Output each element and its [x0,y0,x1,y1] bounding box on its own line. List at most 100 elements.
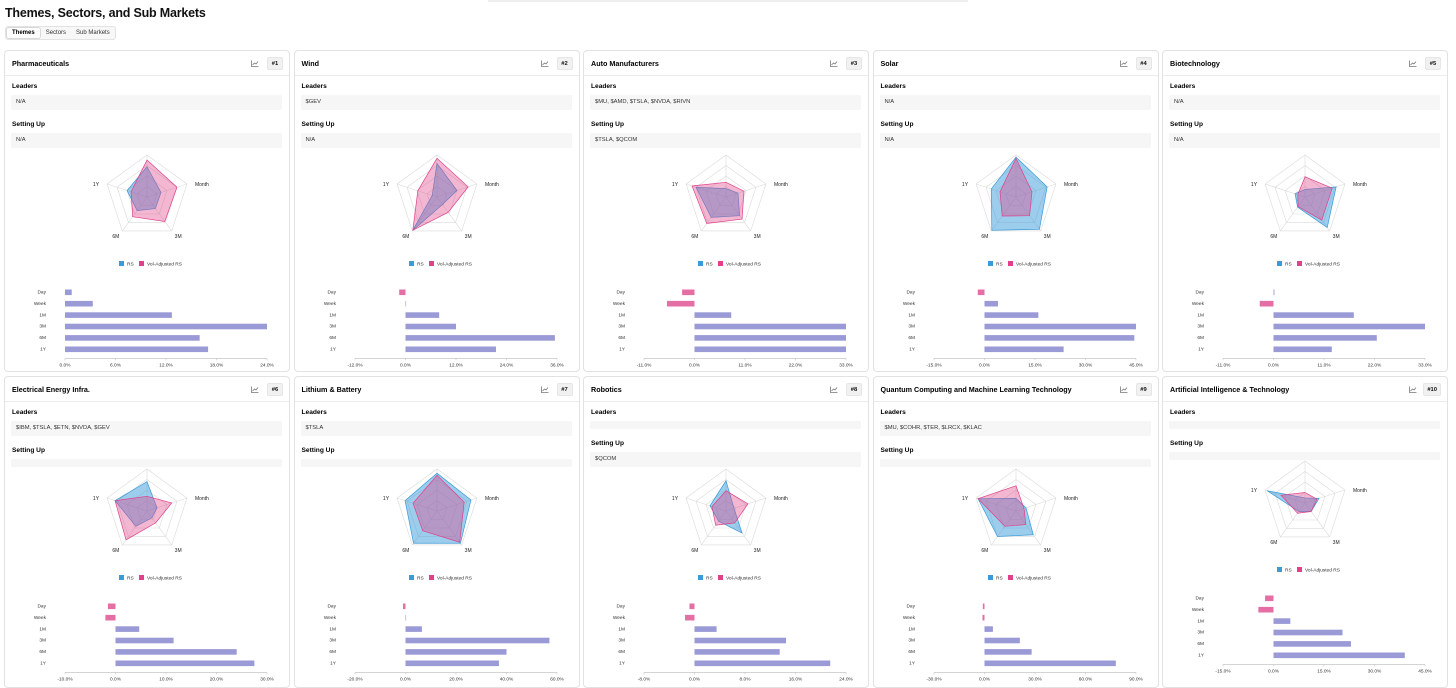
tab-sub-markets[interactable]: Sub Markets [76,30,110,36]
bar-category-label: 1M [329,626,336,632]
radar-series-rs [976,498,1034,537]
setting-up-value: $TSLA, $QCOM [590,133,861,148]
bar-category-label: 3M [1197,630,1204,636]
legend-label-vol-rs: Vol-Adjusted RS [1305,262,1340,268]
setting-up-value [300,459,572,467]
bar-category-label: Week [34,615,47,621]
bar-3m [984,323,1136,330]
bar-category-label: Week [902,301,915,307]
radar-axis-label: 1Y [1251,488,1258,494]
radar-series-vol-rs [1280,492,1318,514]
setting-up-label: Setting Up [880,121,914,128]
bar-x-tick-label: 6.0% [110,362,122,368]
card-header: Biotechnology #5 [1163,51,1447,76]
radar-axis-label: 1Y [93,496,100,502]
radar-series-vol-rs [412,474,465,543]
chart-legend: RS Vol-Adjusted RS [408,575,471,582]
leaders-value [590,421,861,429]
radar-axis-label: 3M [175,548,182,554]
legend-swatch-rs [119,261,124,266]
bar-x-tick-label: 24.0% [260,362,274,368]
bar-x-tick-label: 33.0% [1418,362,1432,368]
legend-swatch-vol-rs [1007,261,1013,266]
bar-day [982,603,984,610]
line-chart-icon[interactable] [251,386,259,393]
line-chart-icon[interactable] [830,386,838,393]
card-header: Artificial Intelligence & Technology #10 [1163,377,1447,402]
bar-1m [405,626,422,632]
radar-grid-ring [985,479,1046,537]
bar-day [689,603,695,610]
radar-chart: Week Month 3M 6M 1Y RS Vol-Adjusted RS [672,149,788,268]
radar-axis-label: 6M [981,548,988,554]
radar-axis-label: 6M [691,548,698,554]
tab-sectors[interactable]: Sectors [45,30,67,36]
radar-axis-label: 6M [1270,234,1277,240]
bar-x-tick-label: -12.0% [347,362,363,368]
theme-card: Artificial Intelligence & Technology #10 L… [1162,376,1448,688]
radar-axis-label: 1Y [961,182,968,188]
radar-axis-label: Week [1299,149,1312,151]
bar-category-label: 1Y [40,661,47,667]
radar-grid-ring [106,154,188,232]
radar-grid-ring [106,468,188,546]
leaders-value: N/A [879,95,1151,110]
radar-axis-label: 3M [1333,540,1340,546]
card-title: Pharmaceuticals [12,58,70,68]
radar-axis-label: Month [1353,488,1367,494]
tab-themes[interactable]: Themes [6,27,41,39]
legend-swatch-vol-rs [428,261,434,266]
bar-x-tick-label: 0.0% [689,676,701,682]
card-header: Wind #2 [294,51,579,76]
radar-grid-ring [695,165,757,223]
bar-chart: Day Week 1M 3M 6M 1Y -15.0% 0.0% 15.0% 30.0% 45.0% [1192,595,1433,674]
radar-series-rs [114,481,158,527]
leaders-value: N/A [11,95,282,110]
chart-legend: RS Vol-Adjusted RS [698,261,761,268]
radar-chart: Week Month 3M 6M 1Y RS Vol-Adjusted RS [1251,149,1367,268]
line-chart-icon[interactable] [1119,386,1128,393]
line-chart-icon[interactable] [540,60,549,67]
legend-label-vol-rs: Vol-Adjusted RS [1016,262,1051,268]
line-chart-icon[interactable] [1409,386,1417,393]
bar-3m [1273,323,1425,330]
bar-1m [694,312,732,318]
bar-chart: Day Week 1M 3M 6M 1Y -10.0% 0.0% 10.0% 20.0% 30.0% [34,603,275,682]
bar-3m [694,323,846,330]
radar-axis-label: Month [484,182,498,188]
legend-swatch-rs [1277,261,1282,266]
radar-axis-label: 3M [464,234,471,240]
line-chart-icon[interactable] [251,60,259,67]
radar-axis-label: Month [484,496,498,502]
bar-category-label: 1Y [1198,347,1205,353]
bar-x-tick-label: 12.0% [159,362,173,368]
bar-chart: Day Week 1M 3M 6M 1Y -12.0% 0.0% 12.0% 24.0% 36.0% [323,289,564,368]
radar-grid-ring [1274,165,1336,223]
radar-axis-label: 3M [754,234,761,240]
radar-axis-label: Week [720,463,733,465]
radar-chart: Week Month 3M 6M 1Y RS Vol-Adjusted RS [672,463,788,582]
bar-category-label: 3M [1197,324,1204,330]
bar-category-label: Day [616,290,625,296]
radar-axis-label: Month [1353,182,1367,188]
line-chart-icon[interactable] [1119,60,1128,67]
radar-grid-ring [396,154,477,232]
bar-x-tick-label: 24.0% [839,676,853,682]
card-title: Solar [880,58,899,68]
bar-category-label: 3M [329,324,336,330]
line-chart-icon[interactable] [540,386,549,393]
rank-badge: #1 [267,57,283,70]
setting-up-value: N/A [1169,133,1440,148]
radar-chart: Week Month 3M 6M 1Y RS Vol-Adjusted RS [93,149,209,268]
bar-6m [984,335,1134,341]
line-chart-icon[interactable] [830,60,838,67]
radar-axis-label: 6M [981,234,988,240]
bar-category-label: 1M [908,626,915,632]
bar-x-tick-label: -15.0% [1215,668,1231,674]
leaders-label: Leaders [1170,83,1196,90]
setting-up-value: N/A [879,133,1151,148]
chart-legend: RS Vol-Adjusted RS [987,261,1051,268]
radar-series-vol-rs [130,159,178,222]
bar-1m [984,312,1038,318]
line-chart-icon[interactable] [1409,60,1417,67]
